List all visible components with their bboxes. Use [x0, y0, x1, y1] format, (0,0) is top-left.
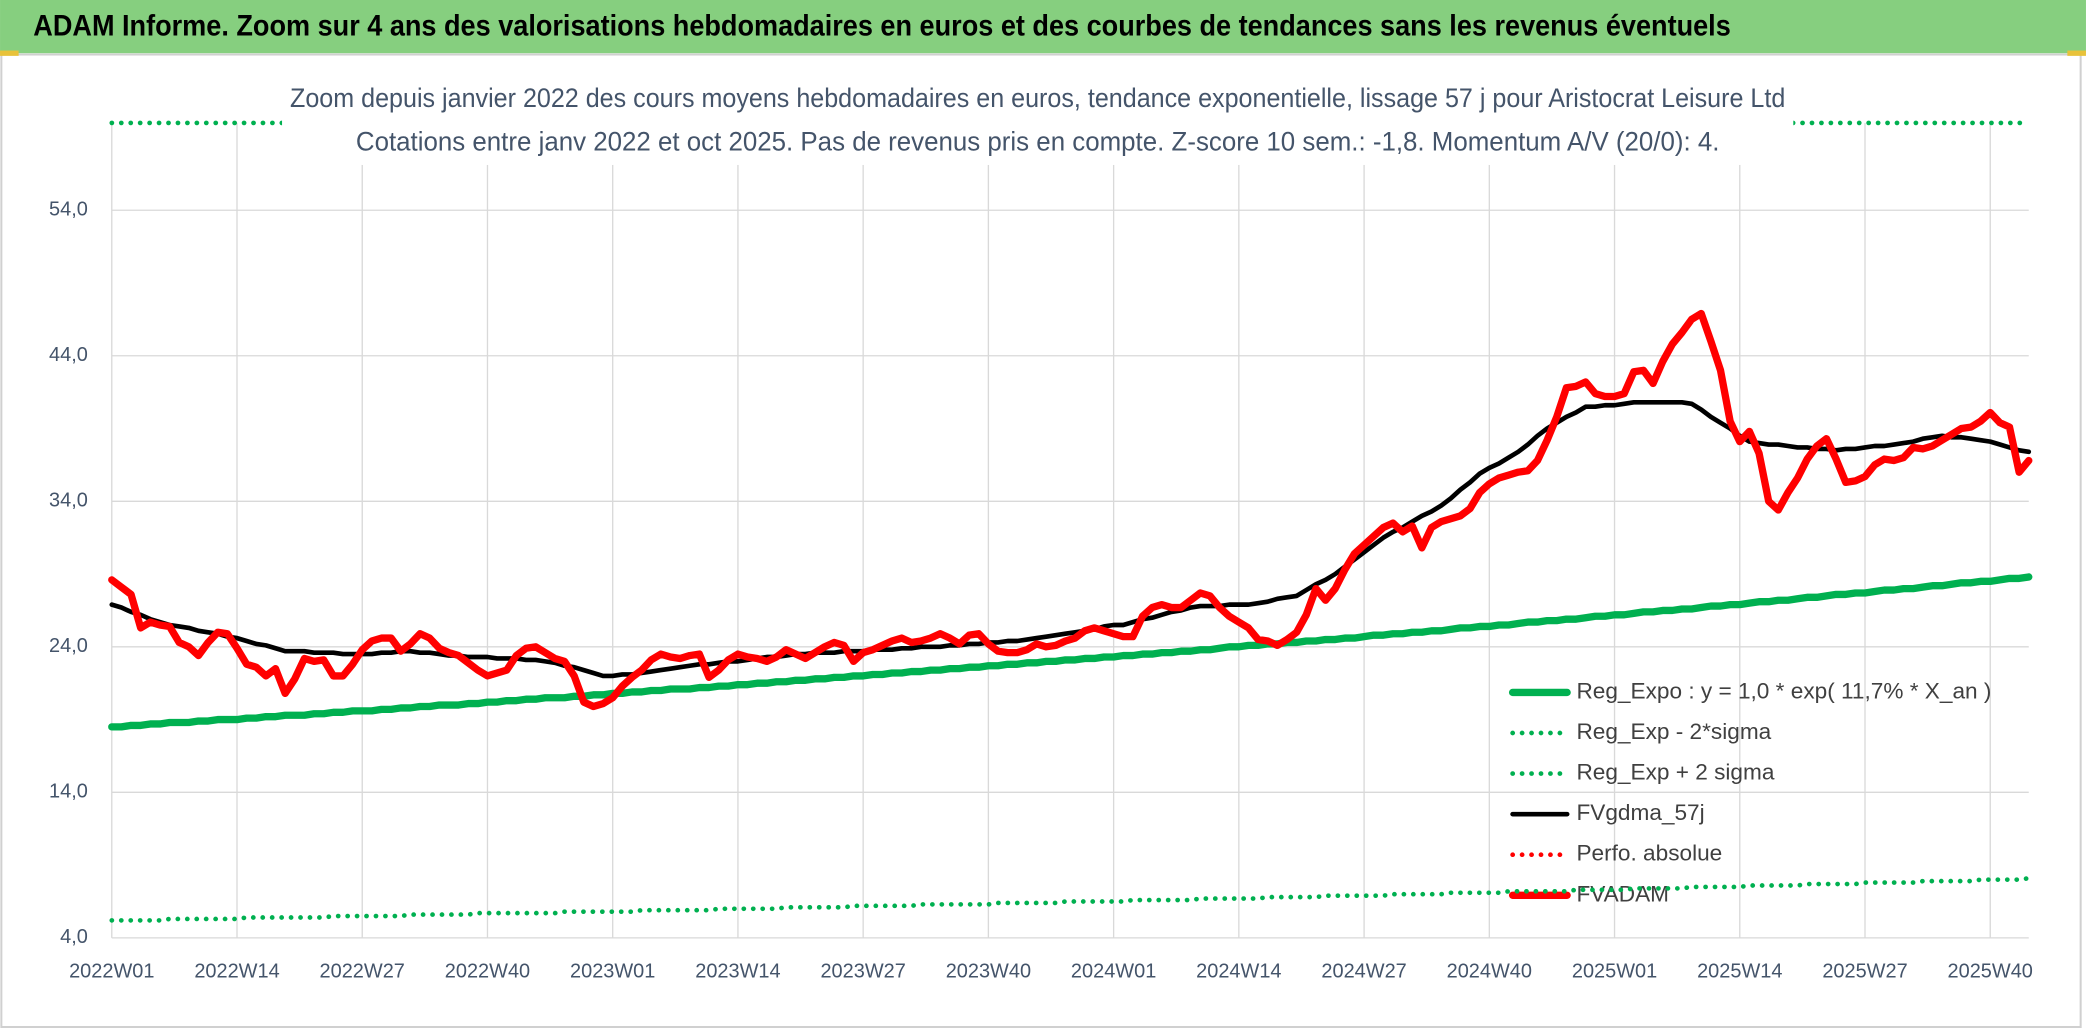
chart-frame: [0, 53, 2082, 1029]
series-line: [109, 875, 2032, 923]
x-tick-label: 2022W01: [69, 961, 154, 983]
x-tick-label: 2022W27: [320, 961, 405, 983]
x-tick-label: 2023W01: [570, 961, 655, 983]
legend-label: Reg_Expo : y = 1,0 * exp( 11,7% * X_an ): [1576, 678, 1991, 703]
x-tick-label: 2024W14: [1196, 961, 1281, 983]
x-tick-label: 2025W40: [1948, 961, 2033, 983]
x-tick-label: 2023W14: [695, 961, 780, 983]
legend-label: FVADAM: [1576, 881, 1669, 906]
series-line: [108, 309, 2033, 711]
x-tick-label: 2024W27: [1321, 961, 1406, 983]
header-title: ADAM Informe. Zoom sur 4 ans des valoris…: [33, 11, 1730, 43]
series-line: [109, 400, 2032, 679]
x-tick-label: 2025W14: [1697, 961, 1782, 983]
x-tick-label: 2024W40: [1447, 961, 1532, 983]
y-tick-label: 34,0: [49, 490, 88, 512]
subtitle-line: Cotations entre janv 2022 et oct 2025. P…: [356, 127, 1720, 157]
x-tick-label: 2022W40: [445, 961, 530, 983]
header-bar: [0, 0, 2086, 54]
series-line: [108, 573, 2033, 731]
legend-label: Reg_Exp + 2 sigma: [1576, 760, 1774, 785]
y-tick-label: 24,0: [49, 635, 88, 657]
x-tick-label: 2024W01: [1071, 961, 1156, 983]
plot: 4,0 14,0 24,0 34,0 44,0 54,0 2022W01 2022W14 202…: [49, 120, 2033, 983]
corner-accent: [2067, 50, 2086, 56]
y-tick-label: 4,0: [60, 926, 88, 948]
subtitle-line: Zoom depuis janvier 2022 des cours moyen…: [290, 83, 1785, 113]
y-tick-label: 14,0: [49, 781, 88, 803]
x-tick-label: 2023W27: [820, 961, 905, 983]
legend-label: Perfo. absolue: [1576, 841, 1722, 866]
x-tick-label: 2023W40: [946, 961, 1031, 983]
x-tick-label: 2025W27: [1822, 961, 1907, 983]
corner-accent: [0, 50, 19, 56]
y-tick-label: 54,0: [49, 199, 88, 221]
x-tick-label: 2022W14: [194, 961, 279, 983]
title-background: [282, 77, 1794, 165]
y-tick-label: 44,0: [49, 344, 88, 366]
legend-label: FVgdma_57j: [1576, 800, 1704, 825]
x-tick-label: 2025W01: [1572, 961, 1657, 983]
legend-label: Reg_Exp - 2*sigma: [1576, 719, 1771, 744]
